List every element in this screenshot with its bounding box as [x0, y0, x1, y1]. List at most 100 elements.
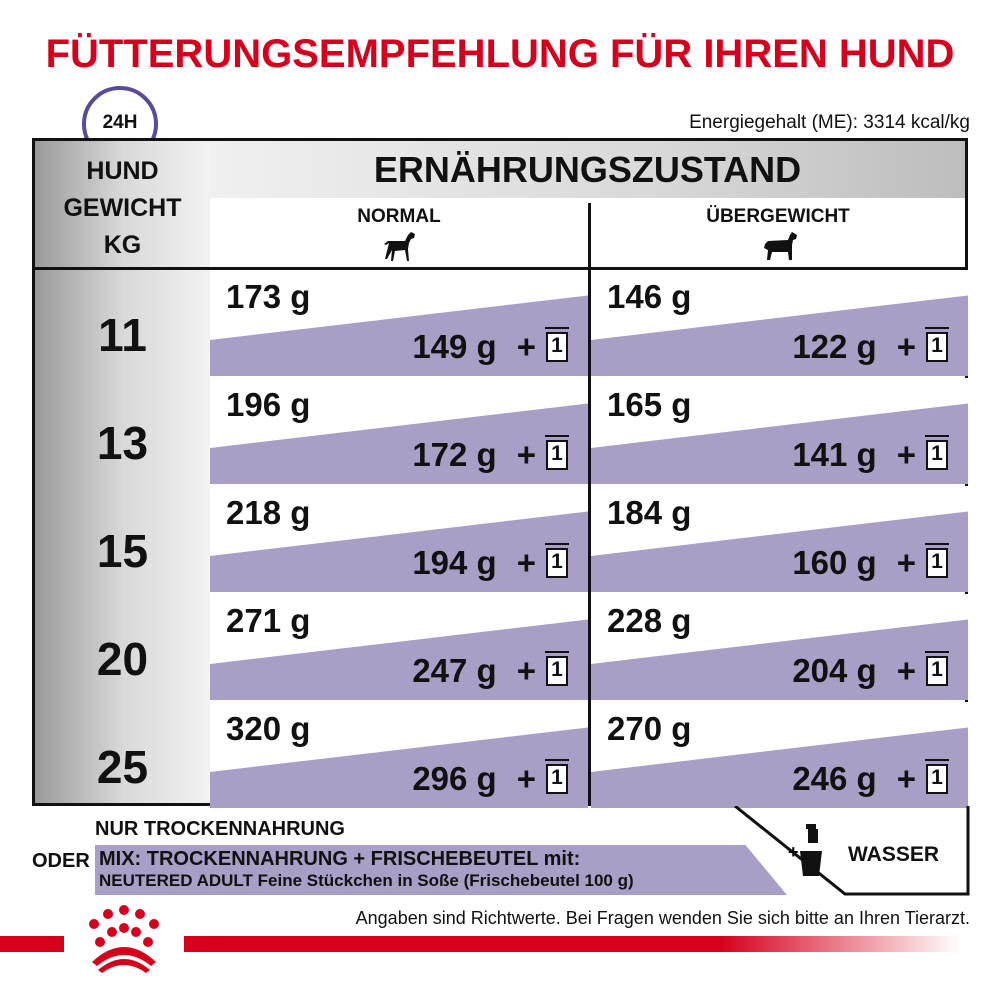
dry-amount: 196 g: [226, 386, 311, 423]
weight-value: 20: [96, 633, 149, 685]
mix-grams: 204 g: [792, 652, 877, 689]
mix-amount: 246 g + 1: [792, 759, 949, 798]
dry-amount: 271 g: [226, 602, 311, 639]
brand-stripe: [0, 936, 960, 952]
legend-dry-only: NUR TROCKENNAHRUNG: [95, 818, 345, 840]
water-box: +: [734, 806, 970, 896]
legend-mix-line2: NEUTERED ADULT Feine Stückchen in Soße (…: [99, 871, 634, 890]
weight-header-line: HUND: [86, 157, 159, 185]
table-row: 13 196 g 172 g + 1 165 g 141 g + 1: [35, 378, 968, 486]
cell-over: 146 g 122 g + 1: [591, 270, 968, 376]
feeding-table: ERNÄHRUNGSZUSTAND HUND GEWICHT KG NORMAL…: [32, 138, 968, 808]
cell-over: 184 g 160 g + 1: [591, 486, 968, 592]
energy-content: Energiegehalt (ME): 3314 kcal/kg: [689, 112, 970, 133]
table-row: 11 173 g 149 g + 1 146 g 122 g + 1: [35, 270, 968, 378]
plus: +: [896, 760, 916, 797]
mix-grams: 149 g: [412, 328, 497, 365]
dry-amount: 218 g: [226, 494, 311, 531]
dry-amount: 146 g: [607, 278, 692, 315]
mix-grams: 141 g: [792, 436, 877, 473]
pouch-icon: 1: [925, 543, 949, 578]
plus: +: [516, 328, 536, 365]
mix-amount: 172 g + 1: [412, 435, 569, 474]
dry-amount: 270 g: [607, 710, 692, 747]
pouch-icon: 1: [925, 759, 949, 794]
header-divider: [35, 267, 965, 270]
legend-water: WASSER: [848, 843, 940, 866]
pouch-icon: 1: [545, 759, 569, 794]
cell-normal: 218 g 194 g + 1: [210, 486, 588, 592]
clock-label: 24H: [102, 112, 138, 133]
mix-grams: 160 g: [792, 544, 877, 581]
dry-amount: 165 g: [607, 386, 692, 423]
table-row: 20 271 g 247 g + 1 228 g 204 g + 1: [35, 594, 968, 702]
water-tap-icon: [800, 824, 822, 876]
page-title: FÜTTERUNGSEMPFEHLUNG FÜR IHREN HUND: [45, 32, 955, 76]
mix-amount: 194 g + 1: [412, 543, 569, 582]
plus: +: [516, 760, 536, 797]
pouch-icon: 1: [545, 327, 569, 362]
column-header-overweight: ÜBERGEWICHT: [591, 198, 965, 268]
weight-value: 25: [96, 741, 149, 793]
column-label: ÜBERGEWICHT: [706, 206, 850, 227]
dog-overweight-icon: [764, 232, 797, 260]
legend-or: ODER: [32, 850, 90, 872]
column-divider: [588, 203, 591, 803]
cell-normal: 173 g 149 g + 1: [210, 270, 588, 376]
cell-over: 270 g 246 g + 1: [591, 702, 968, 808]
cell-normal: 271 g 247 g + 1: [210, 594, 588, 700]
pouch-icon: 1: [925, 651, 949, 686]
mix-grams: 296 g: [412, 760, 497, 797]
mix-amount: 149 g + 1: [412, 327, 569, 366]
cell-over: 165 g 141 g + 1: [591, 378, 968, 484]
table-row: 25 320 g 296 g + 1 270 g 246 g + 1: [35, 702, 968, 810]
legend-mix-line1: MIX: TROCKENNAHRUNG + FRISCHEBEUTEL mit:: [99, 848, 581, 870]
weight-value: 11: [98, 309, 147, 361]
royal-canin-crown-logo: [64, 900, 184, 975]
cell-normal: 320 g 296 g + 1: [210, 702, 588, 808]
dry-amount: 228 g: [607, 602, 692, 639]
group-header: ERNÄHRUNGSZUSTAND: [373, 149, 802, 190]
mix-amount: 160 g + 1: [792, 543, 949, 582]
header-band: [210, 141, 965, 198]
dry-amount: 320 g: [226, 710, 311, 747]
pouch-icon: 1: [545, 543, 569, 578]
weight-header-line: GEWICHT: [63, 194, 182, 222]
mix-grams: 172 g: [412, 436, 497, 473]
disclaimer: Angaben sind Richtwerte. Bei Fragen wend…: [355, 908, 970, 928]
plus: +: [896, 328, 916, 365]
dog-normal-icon: [384, 232, 415, 261]
mix-grams: 194 g: [412, 544, 497, 581]
mix-amount: 122 g + 1: [792, 327, 949, 366]
weight-value: 15: [96, 525, 149, 577]
mix-grams: 246 g: [792, 760, 877, 797]
pouch-icon: 1: [545, 651, 569, 686]
plus: +: [516, 544, 536, 581]
mix-amount: 247 g + 1: [412, 651, 569, 690]
weight-column: [35, 141, 210, 803]
cell-normal: 196 g 172 g + 1: [210, 378, 588, 484]
weight-header: HUND GEWICHT KG: [35, 153, 210, 264]
legend-mix-band: MIX: TROCKENNAHRUNG + FRISCHEBEUTEL mit:…: [95, 845, 787, 895]
weight-header-line: KG: [103, 231, 142, 259]
water-plus: +: [788, 842, 799, 862]
pouch-icon: 1: [925, 435, 949, 470]
pouch-icon: 1: [925, 327, 949, 362]
cell-over: 228 g 204 g + 1: [591, 594, 968, 700]
column-label: NORMAL: [357, 206, 441, 227]
weight-value: 13: [96, 417, 149, 469]
mix-grams: 247 g: [412, 652, 497, 689]
mix-amount: 296 g + 1: [412, 759, 569, 798]
mix-grams: 122 g: [792, 328, 877, 365]
column-header-normal: NORMAL: [210, 198, 588, 268]
mix-amount: 204 g + 1: [792, 651, 949, 690]
pouch-icon: 1: [545, 435, 569, 470]
dry-amount: 184 g: [607, 494, 692, 531]
plus: +: [896, 436, 916, 473]
plus: +: [896, 652, 916, 689]
table-row: 15 218 g 194 g + 1 184 g 160 g + 1: [35, 486, 968, 594]
plus: +: [516, 436, 536, 473]
plus: +: [516, 652, 536, 689]
plus: +: [896, 544, 916, 581]
mix-amount: 141 g + 1: [792, 435, 949, 474]
